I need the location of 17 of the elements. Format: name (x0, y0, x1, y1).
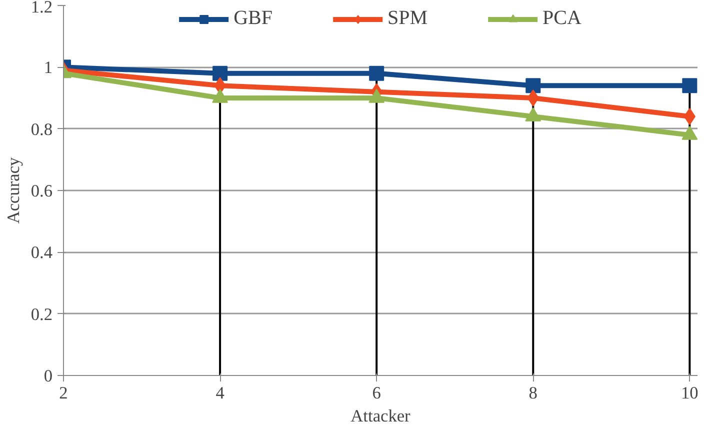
x-axis-title: Attacker (350, 406, 411, 426)
y-tick-label: 0.2 (30, 304, 53, 324)
legend-label: GBF (234, 7, 272, 30)
y-tick-label: 1 (44, 58, 53, 78)
y-tick-label: 0 (44, 366, 53, 386)
y-tick-label: 1.2 (30, 0, 53, 16)
legend-label: PCA (542, 7, 582, 30)
x-tick-label: 4 (216, 384, 225, 402)
y-tick-label: 0.4 (30, 243, 53, 262)
x-tick-label: 8 (528, 384, 538, 402)
x-tick-label: 6 (372, 384, 382, 402)
x-tick-label: 2 (59, 384, 68, 402)
x-tick-label: 10 (681, 384, 698, 402)
y-tick-label: 0.6 (30, 182, 53, 200)
y-axis-title: Accuracy (4, 156, 23, 224)
y-tick-label: 0.8 (30, 120, 53, 139)
legend-label: SPM (387, 7, 428, 30)
